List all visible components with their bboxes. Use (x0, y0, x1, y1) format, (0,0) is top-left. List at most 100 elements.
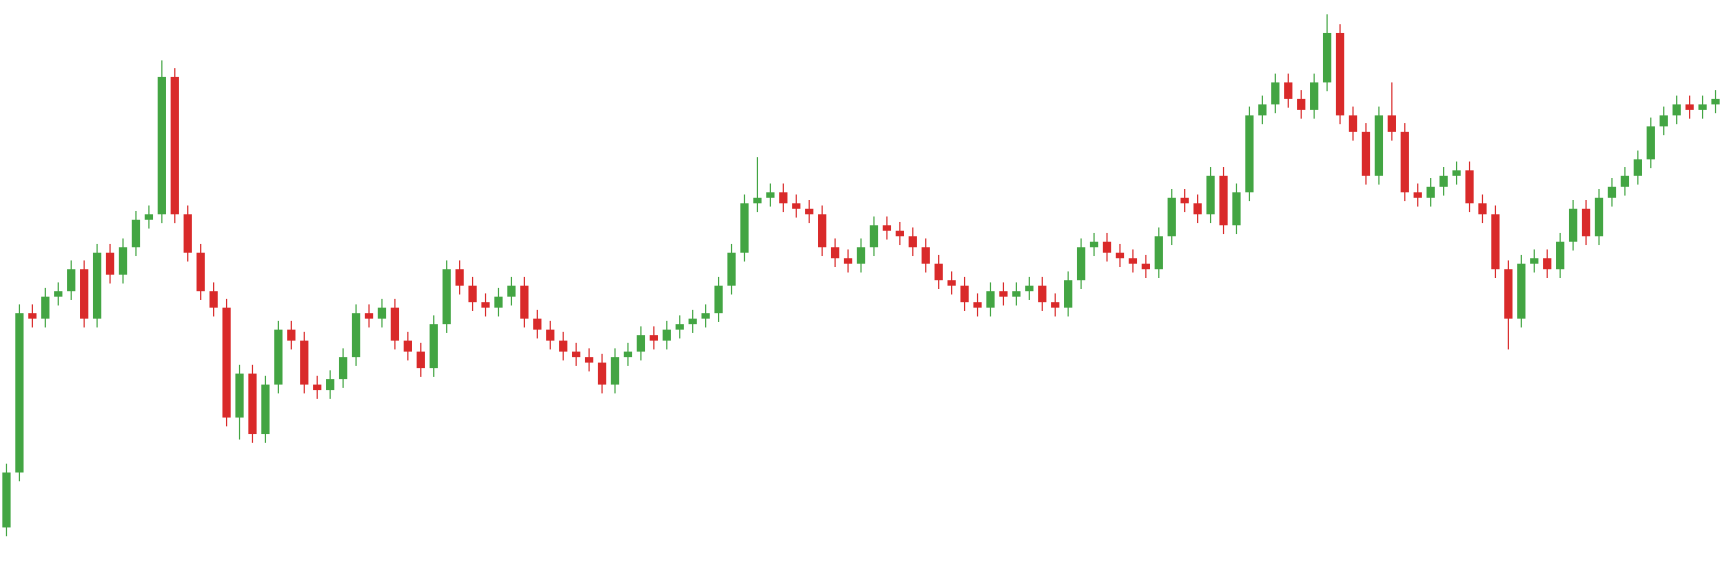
candle-body (1245, 115, 1254, 193)
candle-body (779, 192, 788, 204)
candle-body (1465, 170, 1474, 204)
candle-body (1322, 32, 1332, 83)
candle-body (429, 324, 438, 369)
candle-body (494, 296, 503, 308)
candle-body (559, 340, 568, 352)
candle-body (248, 373, 257, 435)
candle-body (1672, 104, 1681, 116)
candle-body (1530, 258, 1539, 264)
candle-body (1064, 280, 1073, 308)
candle-body (54, 291, 63, 297)
candle-body (1387, 115, 1396, 132)
candle-body (80, 269, 89, 319)
candle-body (740, 203, 749, 253)
candle-body (1271, 82, 1280, 105)
candle-body (999, 291, 1008, 297)
candle-body (41, 296, 50, 319)
candle-body (338, 357, 348, 380)
candle-body (67, 269, 76, 292)
candle-body (882, 225, 892, 231)
candle-body (377, 307, 387, 319)
candle-body (1361, 131, 1371, 176)
candle-body (1659, 115, 1668, 127)
candle-body (1348, 115, 1358, 132)
candle-body (1232, 192, 1241, 226)
candle-body (584, 357, 594, 363)
candle-body (1206, 175, 1215, 215)
candle-body (416, 351, 425, 369)
candle-body (1620, 175, 1630, 187)
candle-body (1258, 104, 1267, 116)
candle-body (895, 230, 904, 237)
candle-body (157, 76, 166, 215)
candle-body (1504, 269, 1513, 319)
candle-body (623, 351, 633, 358)
candle-body (818, 214, 827, 248)
candle-body (455, 269, 464, 286)
candle-body (144, 214, 154, 220)
candle-body (1180, 197, 1189, 204)
candle-body (934, 263, 943, 281)
candle-body (675, 324, 684, 330)
candle-body (1568, 208, 1578, 242)
candle-body (1115, 252, 1125, 259)
candle-body (1556, 241, 1565, 270)
candle-body (170, 76, 179, 215)
candle-body (1491, 214, 1500, 270)
candle-body (1594, 197, 1604, 237)
candle-body (1193, 203, 1202, 215)
candle-body (481, 302, 490, 308)
candle-body (1413, 192, 1422, 198)
candle-body (1025, 285, 1034, 292)
candle-body (1219, 175, 1228, 226)
candle-body (1012, 291, 1021, 297)
candle-body (1543, 258, 1552, 270)
candle-body (947, 280, 956, 286)
candle-body (1426, 186, 1435, 198)
candle-body (908, 236, 917, 248)
candle-body (1051, 302, 1060, 308)
candle-body (1154, 236, 1163, 270)
candle-body (520, 285, 529, 319)
candle-body (1439, 175, 1448, 187)
candle-body (300, 340, 309, 385)
candle-body (1478, 203, 1487, 215)
candle-body (986, 291, 995, 308)
candle-body (1711, 98, 1720, 105)
candle-body (843, 258, 853, 264)
candle-body (1335, 32, 1345, 116)
candle-body (1633, 159, 1642, 176)
candle-body (973, 302, 982, 308)
candle-body (222, 307, 231, 418)
candle-body (1607, 186, 1617, 198)
candle-body (183, 214, 192, 253)
candle-body (1685, 104, 1694, 110)
candle-body (390, 307, 400, 341)
candle-body (830, 247, 840, 259)
candle-body (313, 384, 322, 391)
candle-body (209, 291, 218, 308)
candle-body (805, 208, 814, 215)
candle-body (533, 318, 542, 330)
candle-body (118, 247, 128, 275)
candle-body (960, 285, 969, 303)
candle-body (1581, 208, 1591, 237)
candle-body (196, 252, 205, 292)
candle-body (921, 247, 930, 264)
candle-body (28, 313, 37, 319)
candle-body (1698, 104, 1707, 110)
candle-body (766, 192, 775, 198)
candle-body (105, 252, 115, 275)
candle-body (235, 373, 244, 418)
candle-body (442, 269, 451, 325)
candle-body (1374, 115, 1384, 176)
candle-body (753, 197, 762, 204)
candle-body (1102, 241, 1112, 253)
candle-body (1452, 170, 1461, 176)
candle-body (364, 313, 374, 319)
candle-body (1284, 82, 1293, 99)
candle-body (131, 219, 141, 248)
candle-body (1089, 241, 1099, 248)
candle-body (507, 285, 516, 297)
candle-body (351, 313, 361, 358)
